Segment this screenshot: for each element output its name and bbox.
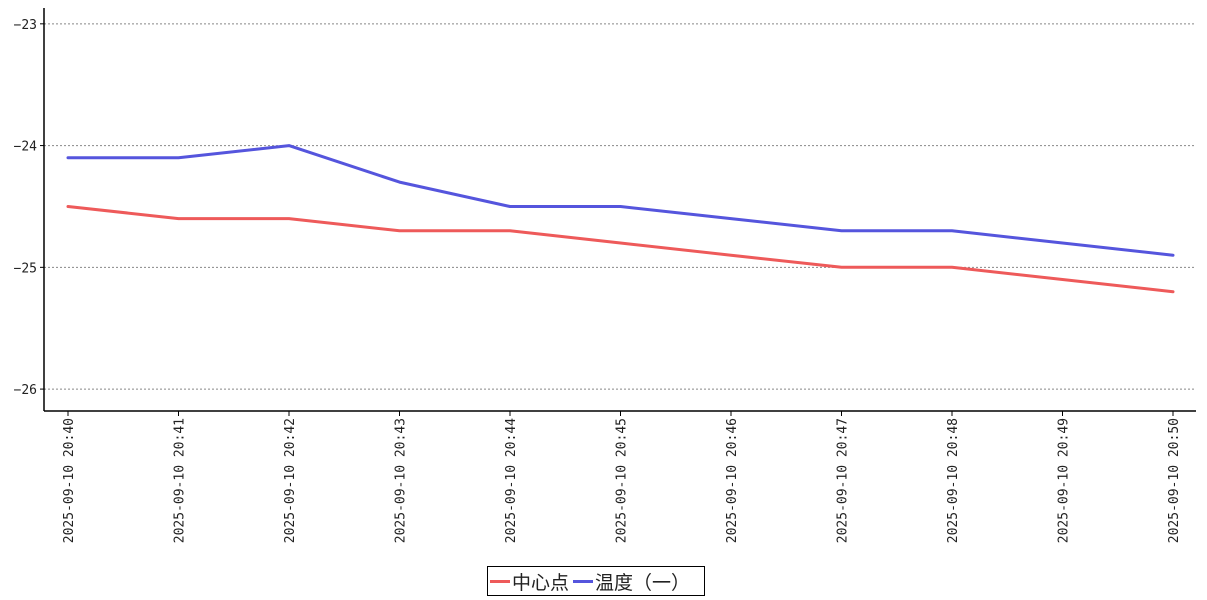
y-tick-label: −24 [14, 140, 38, 155]
legend-swatch-series-1 [573, 579, 594, 583]
x-tick-label: 2025-09-10 20:43 [394, 418, 409, 543]
legend-item-series-1[interactable]: 温度（一） [573, 568, 690, 595]
legend[interactable]: 中心点 温度（一） [487, 566, 706, 596]
y-tick-label: −26 [14, 383, 37, 398]
x-tick-label: 2025-09-10 20:42 [283, 418, 298, 543]
x-tick-label: 2025-09-10 20:49 [1057, 418, 1072, 543]
x-tick-label: 2025-09-10 20:46 [725, 418, 740, 543]
legend-item-series-0[interactable]: 中心点 [490, 568, 569, 595]
y-axis-ticks: −23 −24 −25 −26 [14, 18, 44, 398]
series-line-0[interactable] [66, 205, 1175, 294]
x-tick-label: 2025-09-10 20:48 [946, 418, 961, 543]
x-axis-ticks: 2025-09-10 20:40 2025-09-10 20:41 2025-09-… [62, 411, 1182, 543]
x-tick-label: 2025-09-10 20:50 [1167, 418, 1182, 543]
x-tick-label: 2025-09-10 20:45 [615, 418, 630, 543]
axes [43, 8, 1196, 412]
x-tick-label: 2025-09-10 20:41 [173, 418, 188, 543]
legend-swatch-series-0 [490, 579, 510, 583]
y-tick-label: −25 [14, 261, 37, 276]
legend-label-series-0: 中心点 [512, 571, 570, 594]
y-tick-label: −23 [14, 18, 37, 33]
legend-label-series-1: 温度（一） [595, 571, 691, 594]
x-tick-label: 2025-09-10 20:40 [62, 418, 77, 543]
x-tick-label: 2025-09-10 20:47 [836, 418, 851, 543]
series-lines [66, 144, 1175, 294]
x-tick-label: 2025-09-10 20:44 [504, 418, 519, 543]
series-line-1[interactable] [66, 144, 1175, 257]
